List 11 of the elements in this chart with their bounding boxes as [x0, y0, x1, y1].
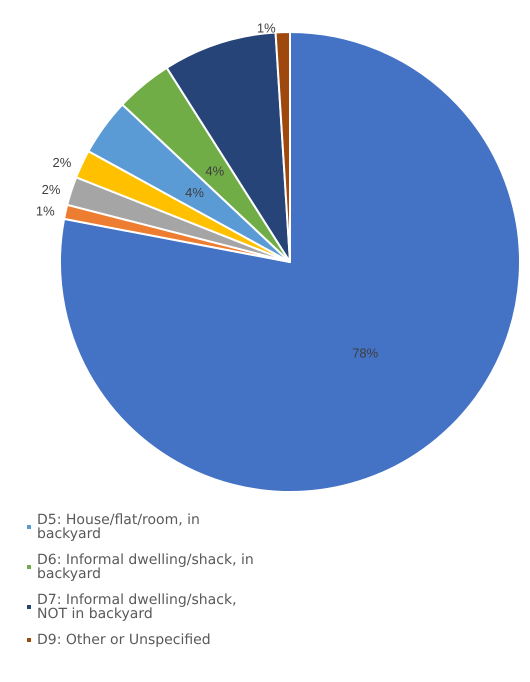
data-label: 2%	[42, 182, 61, 198]
legend-label: D9: Other or Unspecified	[37, 632, 211, 648]
data-label: 4%	[205, 164, 225, 179]
legend-label: D7: Informal dwelling/shack, NOT in backyard	[37, 592, 241, 622]
data-label: 2%	[52, 154, 72, 170]
legend-label: D6: Informal dwelling/shack, in backyard	[37, 552, 258, 582]
data-label: 78%	[352, 345, 379, 360]
data-label: 4%	[185, 185, 204, 200]
legend-label: D5: House/flat/room, in backyard	[37, 512, 204, 542]
data-label: 1%	[36, 203, 56, 218]
data-label: 1%	[256, 20, 276, 36]
